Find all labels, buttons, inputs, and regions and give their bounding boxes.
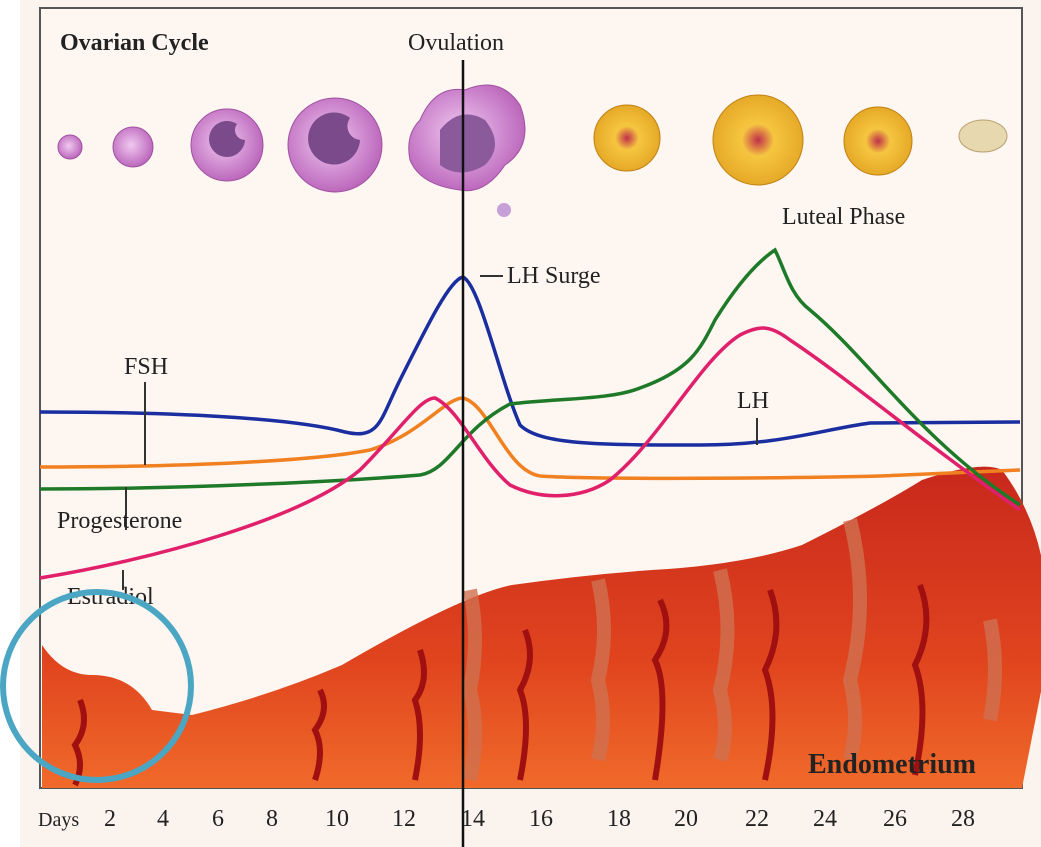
day-label: 12 [392, 806, 416, 832]
leader-lines [122, 275, 758, 590]
title: Ovarian Cycle [60, 30, 209, 56]
day-label: 28 [951, 806, 975, 832]
day-label: 22 [745, 806, 769, 832]
day-labels: 2 4 6 8 10 12 14 16 18 20 22 24 26 28 [104, 806, 975, 832]
day-label: 4 [157, 806, 169, 832]
day-label: 14 [461, 806, 485, 832]
day-label: 26 [883, 806, 907, 832]
estradiol-label: Estradiol [67, 584, 154, 610]
day-label: 6 [212, 806, 224, 832]
glands [462, 518, 1002, 782]
fsh-label: FSH [124, 354, 168, 380]
day-label: 2 [104, 806, 116, 832]
lh-surge-label: LH Surge [507, 263, 601, 289]
green-curve [39, 247, 1021, 507]
day-label: 8 [266, 806, 278, 832]
endometrium-label: Endometrium [808, 749, 976, 780]
day-label: 20 [674, 806, 698, 832]
vessels [71, 583, 930, 787]
highlight-circle [0, 589, 194, 783]
days-label: Days [38, 809, 79, 831]
day-label: 16 [529, 806, 553, 832]
ovulation-label: Ovulation [408, 30, 504, 56]
luteal-label: Luteal Phase [782, 204, 905, 230]
day-label: 24 [813, 806, 837, 832]
follicles [57, 84, 1008, 217]
pink-curve [39, 326, 1022, 580]
lh-label: LH [737, 388, 769, 414]
progesterone-label: Progesterone [57, 508, 182, 534]
endometrium-tissue [42, 466, 1041, 788]
day-label: 10 [325, 806, 349, 832]
day-label: 18 [607, 806, 631, 832]
